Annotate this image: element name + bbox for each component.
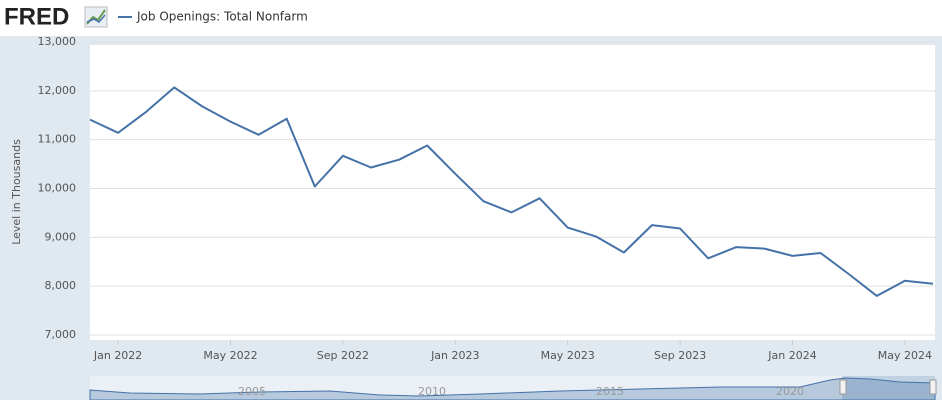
legend-label[interactable]: Job Openings: Total Nonfarm: [136, 10, 308, 24]
x-tick-label: May 2024: [878, 349, 932, 362]
logo-icon: [84, 6, 108, 28]
logo: FRED: [4, 3, 69, 30]
navigator-label: 2010: [418, 385, 446, 398]
y-tick-label: 13,000: [38, 35, 77, 48]
y-tick-label: 7,000: [45, 328, 77, 341]
y-axis-label: Level in Thousands: [10, 139, 23, 245]
y-tick-label: 10,000: [38, 182, 77, 195]
x-tick-label: Jan 2022: [93, 349, 142, 362]
navigator-label: 2020: [776, 385, 804, 398]
y-tick-label: 11,000: [38, 133, 77, 146]
series-line: [89, 86, 934, 297]
y-tick-label: 12,000: [38, 84, 77, 97]
x-tick-label: Jan 2024: [767, 349, 816, 362]
x-tick-label: Sep 2023: [654, 349, 706, 362]
y-tick-label: 9,000: [45, 230, 77, 243]
navigator-series: [89, 377, 936, 400]
x-tick-label: May 2022: [203, 349, 257, 362]
y-tick-label: 8,000: [45, 279, 77, 292]
x-tick-label: May 2023: [541, 349, 595, 362]
plot-area: [90, 45, 935, 340]
navigator-handle[interactable]: [929, 379, 937, 395]
x-tick-label: Jan 2023: [430, 349, 479, 362]
x-tick-label: Sep 2022: [317, 349, 369, 362]
navigator-label: 2005: [238, 385, 266, 398]
navigator-handle[interactable]: [839, 379, 847, 395]
navigator-label: 2015: [596, 385, 624, 398]
navigator-window[interactable]: [842, 376, 935, 400]
header-bg: [0, 0, 942, 36]
